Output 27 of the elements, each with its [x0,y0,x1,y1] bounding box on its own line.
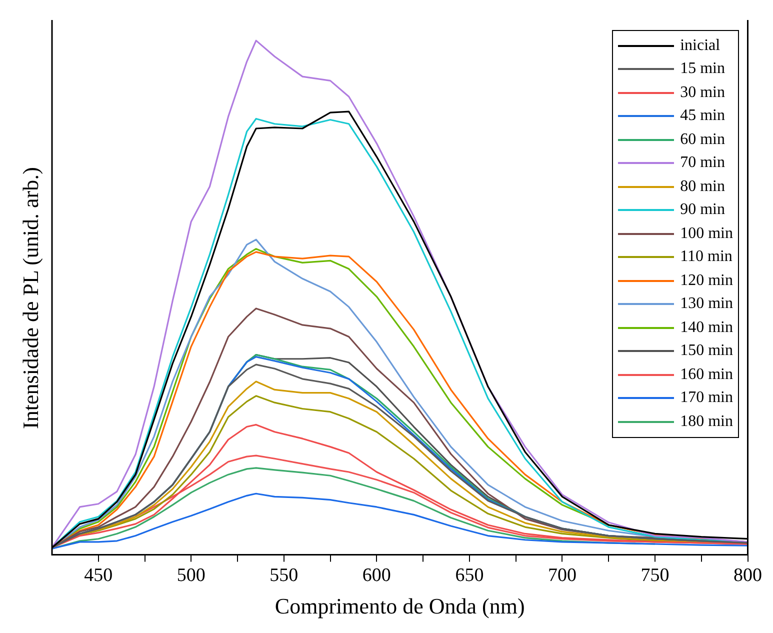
legend-label: 180 min [680,412,733,431]
legend-label: 90 min [680,201,725,220]
x-tick-label: 450 [84,565,113,586]
x-tick-label: 500 [176,565,206,586]
x-tick-label: 700 [548,565,576,586]
legend-label: inicial [680,36,720,55]
legend-label: 170 min [680,389,733,408]
legend-label: 100 min [680,224,733,243]
legend-label: 110 min [680,248,732,266]
legend-label: 140 min [680,318,733,337]
y-axis-title: Intensidade de PL (unid. arb.) [18,167,44,429]
legend-label: 150 min [680,342,733,360]
legend-label: 45 min [680,107,725,126]
legend-label: 30 min [680,84,725,102]
legend-label: 60 min [680,130,725,149]
x-tick-label: 750 [640,565,670,586]
legend-label: 130 min [680,295,733,314]
legend-label: 120 min [680,272,733,290]
legend-label: 80 min [680,178,725,196]
x-tick-label: 600 [362,565,391,586]
legend-label: 160 min [680,366,733,384]
x-tick-label: 650 [455,565,484,586]
legend-label: 70 min [680,154,725,172]
x-tick-label: 550 [270,565,298,586]
legend-label: 15 min [680,60,725,78]
x-axis-title: Comprimento de Onda (nm) [274,594,525,619]
x-tick-label: 800 [734,565,762,586]
